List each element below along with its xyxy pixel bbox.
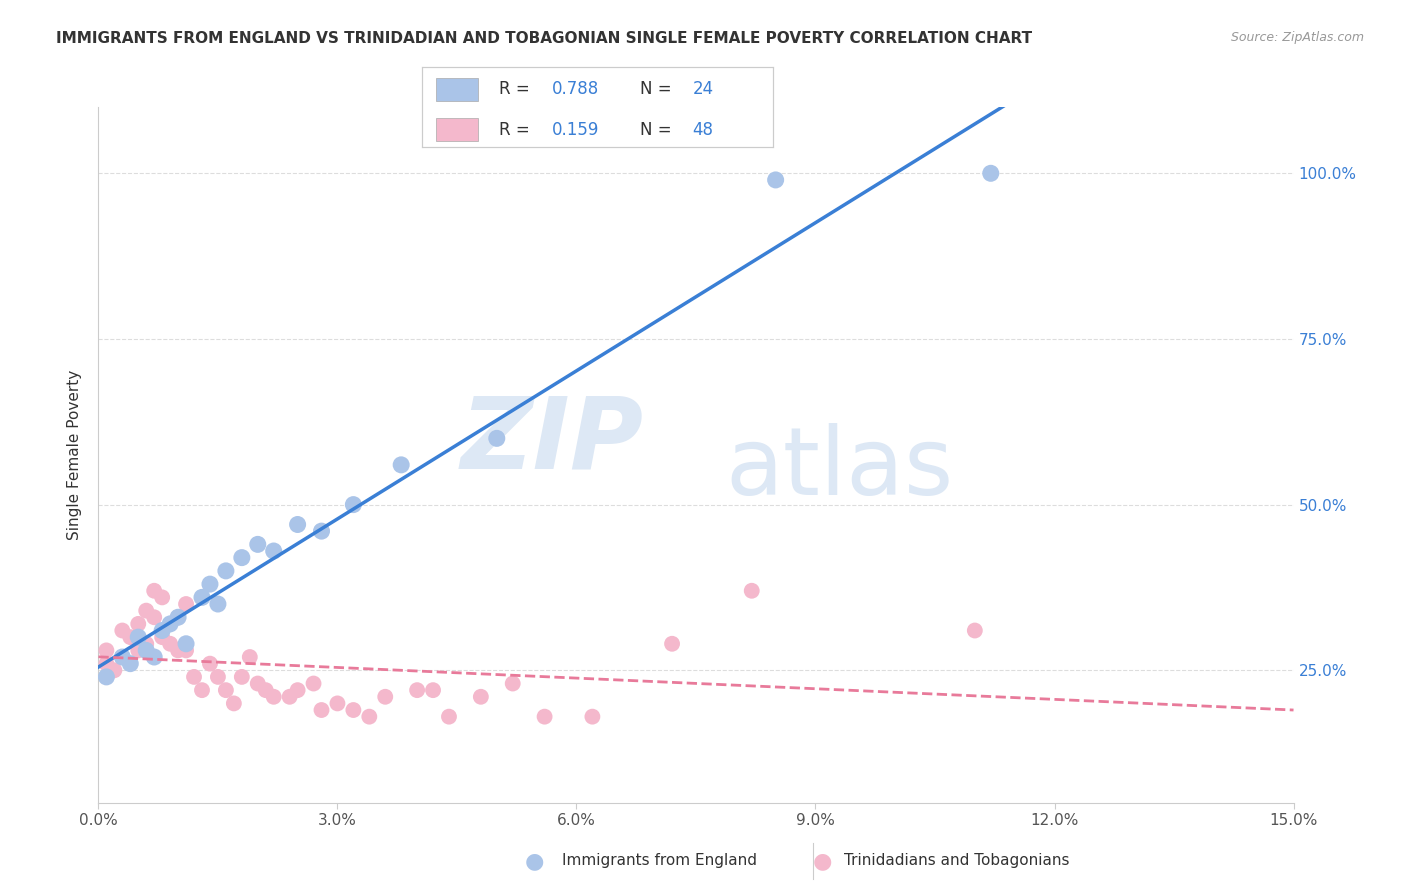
Point [167,610,190,624]
Text: ●: ● [813,851,832,871]
Point [103,663,125,677]
Y-axis label: Single Female Poverty: Single Female Poverty [67,370,83,540]
Point [207,670,229,684]
Text: IMMIGRANTS FROM ENGLAND VS TRINIDADIAN AND TOBAGONIAN SINGLE FEMALE POVERTY CORR: IMMIGRANTS FROM ENGLAND VS TRINIDADIAN A… [56,31,1032,46]
Point [167,610,190,624]
Point [207,597,229,611]
Point [159,637,181,651]
Point [302,676,325,690]
Point [765,173,787,187]
Point [127,616,149,631]
Point [533,709,555,723]
Point [278,690,301,704]
Point [222,697,245,711]
Point [135,637,157,651]
Point [167,643,190,657]
Point [174,637,197,651]
Point [174,597,197,611]
Point [111,650,134,665]
Point [254,683,277,698]
FancyBboxPatch shape [436,78,478,101]
Point [406,683,429,698]
Text: 0.788: 0.788 [551,80,599,98]
Point [374,690,396,704]
Text: ●: ● [524,851,544,871]
Point [183,670,205,684]
Point [111,624,134,638]
Point [143,583,166,598]
Point [263,690,285,704]
Point [581,709,603,723]
Point [980,166,1002,180]
Point [231,670,253,684]
Point [263,544,285,558]
Text: N =: N = [640,80,676,98]
Point [135,643,157,657]
Point [661,637,683,651]
Point [135,604,157,618]
Point [287,517,309,532]
Point [311,703,333,717]
Point [246,676,269,690]
Text: Source: ZipAtlas.com: Source: ZipAtlas.com [1230,31,1364,45]
Point [191,591,214,605]
Point [127,643,149,657]
Point [191,683,214,698]
Text: Trinidadians and Tobagonians: Trinidadians and Tobagonians [844,854,1069,868]
Point [422,683,444,698]
Point [120,657,142,671]
Point [287,683,309,698]
Text: ZIP: ZIP [461,392,644,490]
Text: N =: N = [640,120,676,138]
Point [231,550,253,565]
Point [342,498,364,512]
Point [359,709,381,723]
Point [326,697,349,711]
Point [150,591,173,605]
Point [174,643,197,657]
Text: Immigrants from England: Immigrants from England [562,854,758,868]
Text: 48: 48 [693,120,713,138]
Point [239,650,262,665]
Point [963,624,986,638]
Point [150,630,173,644]
Point [198,657,221,671]
Point [150,624,173,638]
Point [502,676,524,690]
Point [143,610,166,624]
Point [437,709,460,723]
Point [342,703,364,717]
Point [741,583,763,598]
Point [485,431,508,445]
Point [111,650,134,665]
Point [470,690,492,704]
Text: atlas: atlas [725,423,953,515]
Point [215,564,238,578]
Point [96,670,118,684]
Point [246,537,269,551]
Text: R =: R = [499,120,536,138]
Point [311,524,333,538]
FancyBboxPatch shape [436,119,478,141]
Text: 0.159: 0.159 [551,120,599,138]
Text: 24: 24 [693,80,714,98]
Point [198,577,221,591]
Text: R =: R = [499,80,536,98]
Point [143,650,166,665]
Point [120,630,142,644]
Point [127,630,149,644]
Point [96,643,118,657]
Point [96,657,118,671]
Point [159,616,181,631]
Point [389,458,412,472]
Point [215,683,238,698]
